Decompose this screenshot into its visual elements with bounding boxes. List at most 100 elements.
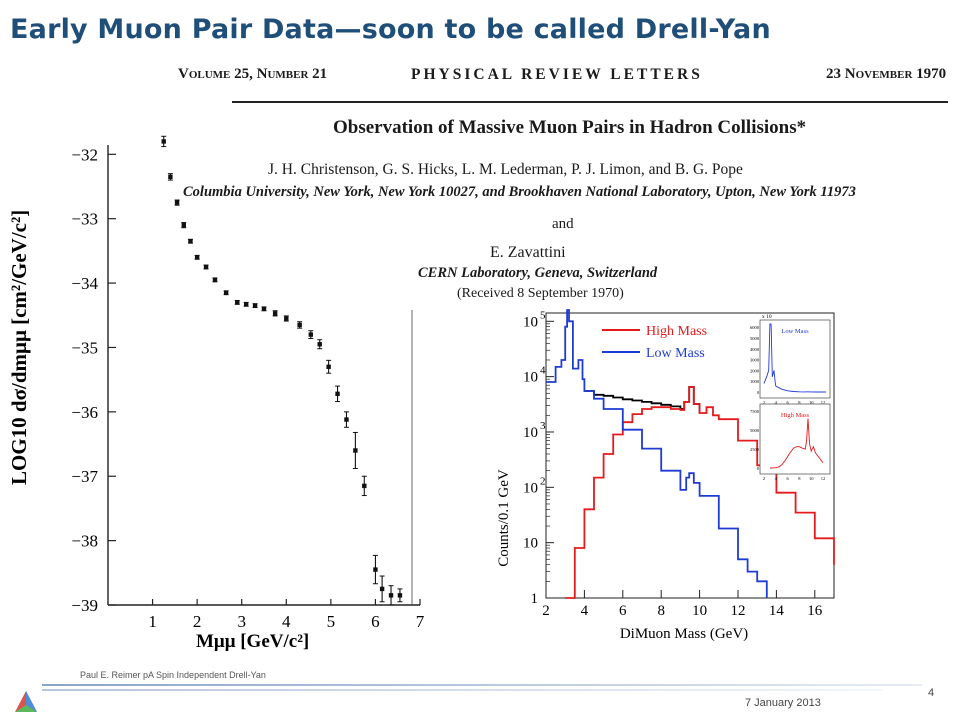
y-tick-exponent: 5 — [540, 309, 546, 321]
histogram-y-axis-label: Counts/0.1 GeV — [496, 469, 512, 567]
y-axis-label: LOG10 dσ/dmμμ [cm²/GeV/c²] — [7, 210, 31, 485]
x-tick-label: 4 — [581, 603, 589, 619]
author-2: E. Zavattini — [490, 244, 566, 261]
marker — [284, 316, 289, 321]
inset-x-tick-label: 4 — [775, 476, 778, 481]
data-point — [361, 475, 367, 497]
inset-scale-label: x 10 — [762, 314, 772, 320]
data-point — [261, 306, 267, 312]
data-point — [308, 330, 314, 339]
legend-label: Low Mass — [646, 346, 705, 361]
inset-y-tick-label: 5000 — [750, 428, 760, 433]
data-point — [174, 199, 180, 206]
marker — [168, 174, 173, 180]
footer-bar-2 — [42, 689, 882, 691]
marker — [308, 332, 313, 337]
inset-y-tick-label: 7500 — [750, 409, 760, 414]
inset-y-tick-label: 2000 — [750, 368, 760, 373]
legend: High Mass Low Mass — [602, 324, 707, 361]
data-point — [187, 238, 193, 244]
y-tick-label: 10 — [523, 480, 538, 496]
journal-volume: Volume 25, Number 21 — [178, 66, 328, 82]
data-point — [297, 321, 303, 329]
x-tick-label: 7 — [416, 612, 425, 631]
marker — [373, 567, 378, 572]
marker — [388, 593, 394, 598]
inset-border — [759, 403, 831, 475]
page-number: 4 — [928, 687, 935, 699]
inset-plots: Low Mass x 10 0 1000 2000 3000 4000 5000 6000 2 4 6… — [750, 314, 831, 481]
y-tick-label: −37 — [71, 467, 98, 486]
slide-title: Early Muon Pair Data—soon to be called D… — [10, 14, 771, 45]
marker — [194, 255, 200, 260]
marker — [297, 322, 302, 328]
data-point — [203, 264, 209, 270]
x-tick-label: 1 — [148, 612, 157, 631]
inset-y-tick-label: 0 — [757, 390, 760, 395]
footer-author: Paul E. Reimer pA Spin Independent Drell… — [80, 670, 266, 680]
marker — [174, 200, 180, 205]
paper-title: Observation of Massive Muon Pairs in Had… — [333, 117, 807, 138]
data-point — [283, 315, 289, 322]
x-tick-label: 14 — [769, 603, 785, 619]
plot-frame — [107, 145, 420, 606]
marker — [326, 364, 331, 369]
x-tick-label: 16 — [807, 603, 823, 619]
x-tick-label: 5 — [327, 612, 336, 631]
inset-x-tick-label: 8 — [798, 400, 801, 405]
marker — [188, 239, 193, 244]
inset-y-tick-label: 5000 — [750, 336, 760, 341]
plot-border — [545, 312, 835, 599]
footer-bar — [42, 684, 922, 686]
inset-x-tick-label: 4 — [775, 400, 778, 405]
histogram-frame — [545, 312, 835, 599]
data-points — [161, 135, 403, 606]
data-point — [317, 339, 323, 350]
y-tick-label: −35 — [71, 338, 98, 357]
y-tick-label: 10 — [523, 370, 538, 386]
inset-y-tick-label: 3000 — [750, 358, 760, 363]
inset-y-tick-label: 1000 — [750, 379, 760, 384]
histogram-series — [546, 309, 835, 599]
data-point — [194, 254, 200, 260]
y-tick-label: −36 — [71, 403, 98, 422]
marker — [261, 306, 267, 312]
marker — [362, 483, 367, 489]
y-tick-label: 10 — [523, 536, 538, 552]
inset-y-tick-label: 0 — [757, 466, 760, 471]
data-point — [335, 385, 341, 403]
data-point — [223, 290, 229, 296]
high-mass-series-line — [565, 386, 835, 599]
y-tick-label: −32 — [71, 145, 98, 164]
authors: J. H. Christenson, G. S. Hicks, L. M. Le… — [268, 161, 743, 178]
marker — [212, 277, 218, 283]
y-tick-label: 10 — [523, 314, 538, 330]
y-tick-label: 1 — [531, 591, 539, 607]
inset-x-tick-label: 6 — [786, 400, 789, 405]
y-tick-label: −38 — [71, 532, 98, 551]
low-mass-series-line — [546, 309, 768, 598]
x-axis-label: Mμμ [GeV/c²] — [196, 631, 309, 652]
x-tick-label: 4 — [282, 612, 291, 631]
y-tick-exponent: 2 — [540, 475, 546, 487]
marker — [272, 311, 278, 316]
plot-ticks: −32 −33 −34 −35 −36 −37 −38 −39 1 2 3 4 5 6 7 — [71, 145, 424, 631]
data-point — [272, 310, 278, 317]
histogram-x-axis-label: DiMuon Mass (GeV) — [620, 626, 748, 642]
inset-y-tick-label: 6000 — [750, 325, 760, 330]
inset-low-mass: Low Mass x 10 0 1000 2000 3000 4000 5000 6000 2 4 6… — [750, 314, 831, 405]
data-point — [212, 277, 218, 283]
x-tick-label: 2 — [193, 612, 202, 631]
journal-date: 23 November 1970 — [826, 66, 947, 82]
inset-x-tick-label: 12 — [821, 400, 826, 405]
lab-logo-icon — [15, 691, 37, 712]
marker — [223, 290, 229, 295]
inset-x-tick-label: 2 — [763, 476, 765, 481]
inset-x-tick-label: 6 — [786, 476, 789, 481]
marker — [235, 300, 240, 305]
footer-date: 7 January 2013 — [745, 697, 821, 709]
data-point — [352, 431, 358, 470]
marker — [353, 448, 358, 453]
